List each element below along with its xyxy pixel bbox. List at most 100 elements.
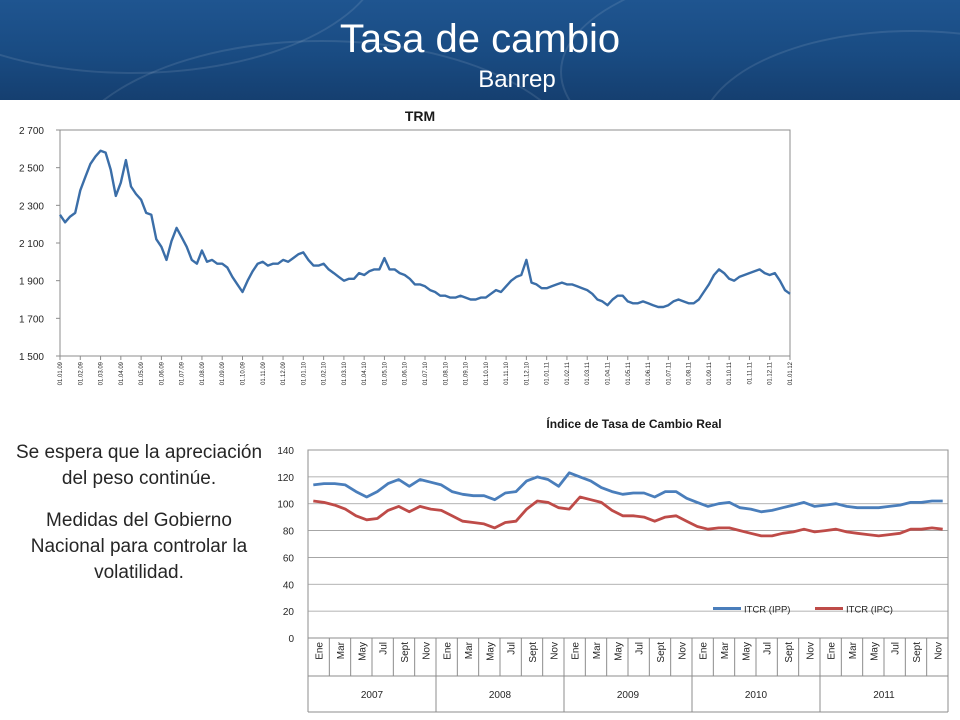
trm-x-tick-label: 01.03.09	[99, 361, 105, 385]
trm-series-line	[59, 149, 791, 309]
itcr-month-label: Ene	[443, 642, 454, 660]
itcr-month-label: Ene	[699, 642, 710, 660]
trm-y-tick-label: 2 500	[19, 164, 44, 175]
itcr-month-label: Nov	[677, 642, 688, 660]
itcr-month-label: Mar	[592, 641, 603, 659]
trm-x-tick-label: 01.05.10	[382, 361, 388, 385]
trm-x-tick-label: 01.06.09	[159, 361, 165, 385]
trm-x-tick-label: 01.04.10	[362, 361, 368, 385]
trm-x-tick-label: 01.04.09	[119, 361, 125, 385]
trm-chart: TRM 1 500 1 700 1 900 2 100 2 300 2 500 2 700 01…	[19, 108, 794, 385]
trm-plot-area	[59, 129, 791, 357]
itcr-y-tick-label: 20	[283, 607, 295, 618]
itcr-y-tick-label: 100	[277, 500, 294, 511]
itcr-year-label: 2007	[361, 690, 384, 701]
itcr-chart: Índice de Tasa de Cambio Real 0 20 40 60 80 10…	[277, 416, 949, 713]
trm-x-tick-label: 01.08.09	[200, 361, 206, 385]
trm-x-tick-label: 01.07.09	[180, 361, 186, 385]
itcr-month-label: May	[613, 642, 624, 661]
trm-x-tick-label: 01.11.09	[261, 361, 267, 385]
trm-x-tick-label: 01.11.10	[504, 361, 510, 385]
trm-y-tick-label: 2 300	[19, 201, 44, 212]
itcr-year-label: 2009	[617, 690, 640, 701]
itcr-year-label: 2010	[745, 690, 768, 701]
trm-y-tick-label: 2 700	[19, 126, 44, 137]
itcr-month-label: Nov	[421, 642, 432, 660]
trm-x-tick-label: 01.01.11	[545, 361, 551, 385]
trm-x-tick-label: 01.09.11	[707, 361, 713, 385]
trm-x-tick-label: 01.12.11	[768, 361, 774, 385]
trm-x-tick-label: 01.01.12	[788, 361, 794, 385]
itcr-y-tick-label: 0	[288, 634, 294, 645]
trm-x-tick-label: 01.09.10	[464, 361, 470, 385]
itcr-month-label: May	[869, 642, 880, 661]
trm-y-tick-label: 2 100	[19, 239, 44, 250]
itcr-y-tick-label: 140	[277, 446, 294, 457]
itcr-month-label: Jul	[379, 642, 390, 655]
itcr-month-label: Ene	[315, 642, 326, 660]
trm-x-tick-label: 01.03.10	[342, 361, 348, 385]
trm-x-tick-label: 01.02.10	[322, 361, 328, 385]
trm-x-tick-label: 01.10.10	[484, 361, 490, 385]
page-title: Tasa de cambio	[339, 17, 621, 61]
itcr-month-label: Nov	[933, 642, 944, 660]
legend-ipp-label: ITCR (IPP)	[744, 604, 790, 615]
trm-x-tick-label: 01.03.11	[585, 361, 591, 385]
itcr-month-label: Mar	[848, 641, 859, 659]
trm-x-tick-label: 01.10.11	[727, 361, 733, 385]
itcr-y-tick-label: 60	[283, 553, 295, 564]
itcr-year-label: 2011	[873, 690, 895, 701]
trm-x-tick-label: 01.12.09	[281, 361, 287, 385]
itcr-month-label: Jul	[507, 642, 518, 655]
trm-x-tick-label: 01.09.09	[220, 361, 226, 385]
trm-x-tick-label: 01.08.10	[443, 361, 449, 385]
trm-x-tick-label: 01.06.10	[403, 361, 409, 385]
trm-x-tick-label: 01.02.09	[78, 361, 84, 385]
trm-x-tick-label: 01.05.09	[139, 361, 145, 385]
itcr-month-label: Sept	[656, 642, 667, 663]
legend-ipc-label: ITCR (IPC)	[846, 604, 893, 615]
trm-x-tick-label: 01.01.10	[301, 361, 307, 385]
itcr-month-label: Ene	[571, 642, 582, 660]
itcr-month-label: May	[741, 642, 752, 661]
itcr-month-label: Jul	[763, 642, 774, 655]
trm-x-tick-label: 01.08.11	[687, 361, 693, 385]
trm-y-tick-label: 1 700	[19, 314, 44, 325]
itcr-chart-title: Índice de Tasa de Cambio Real	[546, 416, 721, 431]
itcr-month-label: Sept	[784, 642, 795, 663]
itcr-y-tick-label: 40	[283, 580, 295, 591]
trm-chart-title: TRM	[405, 108, 435, 124]
trm-x-tick-label: 01.07.10	[423, 361, 429, 385]
page-subtitle: Banrep	[478, 66, 556, 93]
trm-x-tick-label: 01.11.11	[747, 361, 753, 384]
itcr-month-label: May	[357, 642, 368, 661]
itcr-month-label: Nov	[805, 642, 816, 660]
itcr-ipp-line	[313, 471, 943, 514]
itcr-month-label: Jul	[891, 642, 902, 655]
trm-x-tick-label: 01.01.09	[58, 361, 64, 385]
itcr-month-label: Sept	[400, 642, 411, 663]
itcr-month-label: Jul	[635, 642, 646, 655]
trm-y-tick-label: 1 900	[19, 277, 44, 288]
trm-x-tick-label: 01.10.09	[241, 361, 247, 385]
trm-x-tick-label: 01.05.11	[626, 361, 632, 385]
itcr-month-label: Ene	[827, 642, 838, 660]
itcr-month-label: May	[485, 642, 496, 661]
header-banner: Tasa de cambio Banrep	[0, 0, 960, 100]
itcr-month-label: Sept	[528, 642, 539, 663]
trm-x-tick-label: 01.12.10	[524, 361, 530, 385]
itcr-month-label: Mar	[720, 641, 731, 659]
trm-x-tick-label: 01.04.11	[606, 361, 612, 385]
itcr-ipc-line	[313, 495, 943, 538]
itcr-y-tick-label: 80	[283, 527, 295, 538]
itcr-month-label: Mar	[464, 641, 475, 659]
itcr-month-label: Mar	[336, 641, 347, 659]
commentary-note-measures: Medidas del Gobierno Nacional para contr…	[30, 510, 248, 583]
trm-x-tick-label: 01.02.11	[565, 361, 571, 385]
trm-x-tick-label: 01.06.11	[646, 361, 652, 385]
commentary-note-appreciation: Se espera que la apreciación del peso co…	[15, 442, 263, 489]
itcr-year-label: 2008	[489, 690, 512, 701]
itcr-month-label: Sept	[912, 642, 923, 663]
commentary-text: Se espera que la apreciación del peso co…	[14, 440, 264, 586]
itcr-month-label: Nov	[549, 642, 560, 660]
